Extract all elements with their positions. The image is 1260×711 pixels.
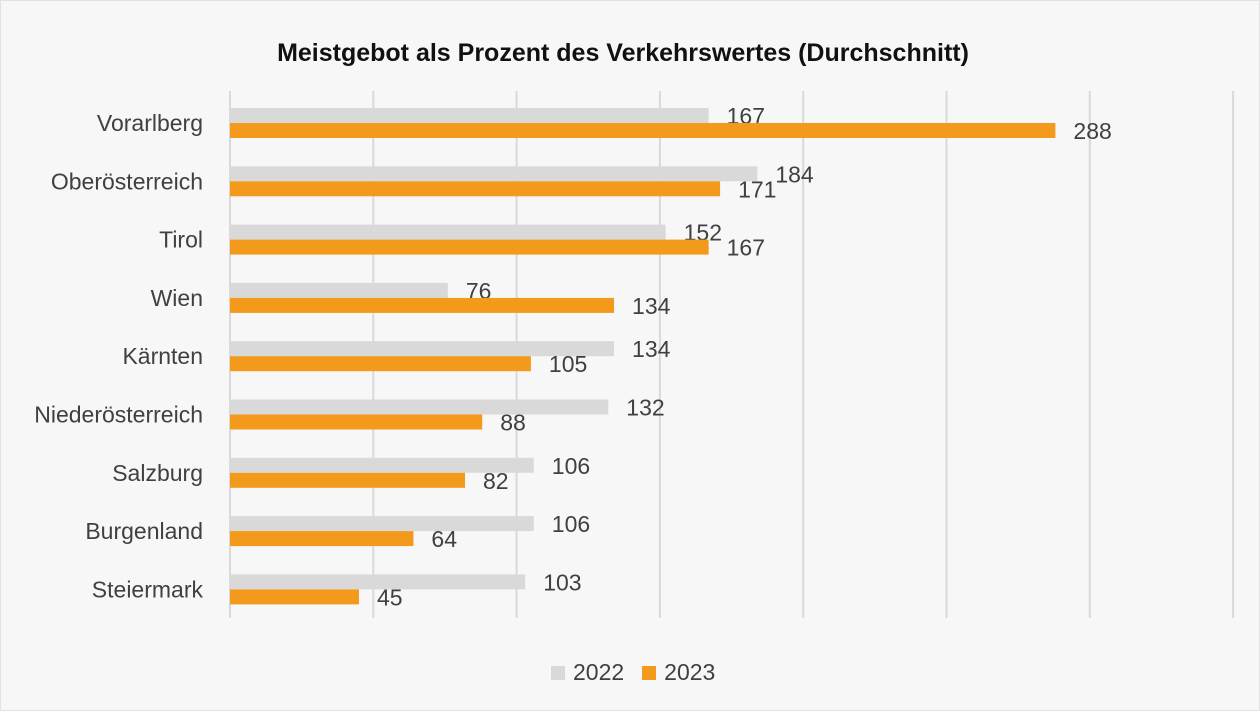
- bar-2023: [230, 589, 359, 605]
- data-label-2022: 106: [552, 511, 590, 537]
- bar-2022: [230, 282, 448, 298]
- chart-title: Meistgebot als Prozent des Verkehrswerte…: [277, 39, 969, 67]
- category-label: Burgenland: [85, 518, 203, 544]
- bar-2023: [230, 181, 721, 197]
- data-label-2022: 132: [626, 395, 664, 421]
- legend: 2022 2023: [551, 659, 715, 686]
- data-label-2023: 171: [738, 176, 776, 202]
- data-label-2022: 103: [543, 569, 581, 595]
- bar-2023: [230, 356, 531, 372]
- data-label-2023: 82: [483, 468, 509, 494]
- legend-label: 2022: [573, 659, 625, 685]
- bar-2023: [230, 297, 615, 313]
- category-label: Tirol: [159, 227, 203, 253]
- bar-2023: [230, 472, 466, 488]
- legend-label: 2023: [664, 659, 716, 685]
- bar-2022: [230, 574, 526, 590]
- data-label-2022: 184: [775, 161, 814, 187]
- data-label-2022: 106: [552, 453, 590, 479]
- legend-item-2022: 2022: [551, 659, 624, 686]
- category-label: Vorarlberg: [97, 110, 203, 136]
- bar-2022: [230, 224, 666, 240]
- data-label-2023: 64: [431, 526, 457, 552]
- data-label-2023: 167: [727, 235, 765, 261]
- bar-2022: [230, 166, 758, 182]
- bar-2022: [230, 108, 709, 123]
- bar-2022: [230, 399, 609, 415]
- data-label-2022: 134: [632, 336, 671, 362]
- bar-2023: [230, 123, 1056, 138]
- bar-2022: [230, 457, 534, 473]
- data-label-2023: 45: [377, 584, 403, 610]
- bar-2023: [230, 239, 709, 255]
- category-label: Oberösterreich: [51, 168, 203, 194]
- legend-swatch: [642, 665, 657, 680]
- category-label: Steiermark: [92, 576, 204, 602]
- data-label-2023: 88: [500, 410, 526, 436]
- data-label-2023: 105: [549, 351, 587, 377]
- bar-2022: [230, 516, 534, 532]
- bar-2023: [230, 531, 414, 547]
- category-label: Salzburg: [112, 460, 203, 486]
- legend-swatch: [551, 665, 565, 680]
- category-label: Niederösterreich: [34, 402, 203, 428]
- category-label: Wien: [151, 285, 203, 311]
- bar-2023: [230, 414, 483, 430]
- bar-2022: [230, 341, 615, 357]
- legend-item-2023: 2023: [642, 659, 715, 686]
- category-label: Kärnten: [122, 343, 203, 369]
- data-label-2023: 288: [1073, 118, 1111, 144]
- data-label-2023: 134: [632, 293, 671, 319]
